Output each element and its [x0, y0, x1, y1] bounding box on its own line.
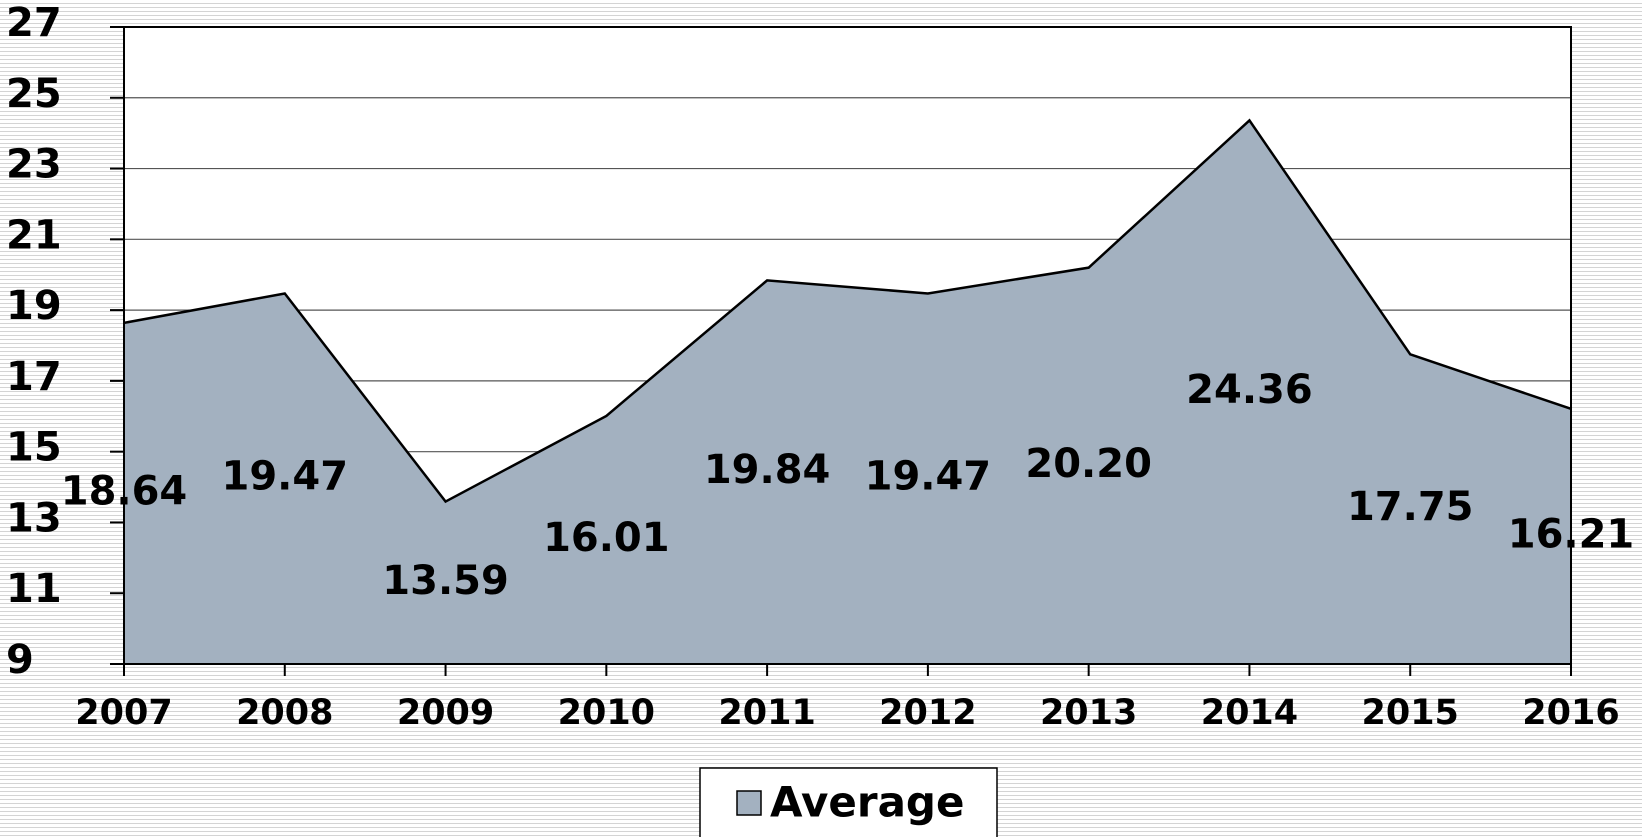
y-tick-label: 15 — [6, 425, 62, 471]
x-tick-label: 2014 — [1201, 693, 1298, 733]
legend-swatch — [736, 790, 762, 816]
x-tick-label: 2013 — [1040, 693, 1137, 733]
plot-border — [123, 26, 1572, 665]
y-tick-label: 21 — [6, 212, 62, 258]
data-label: 20.20 — [1025, 441, 1152, 487]
y-tick-label: 13 — [6, 495, 62, 541]
data-label: 19.47 — [222, 454, 349, 500]
area-line — [123, 118, 1572, 504]
data-label: 19.84 — [704, 447, 831, 493]
y-tick-label: 25 — [6, 71, 62, 117]
y-tick-label: 19 — [6, 283, 62, 329]
x-tick-label: 2015 — [1362, 693, 1459, 733]
x-tick-label: 2012 — [879, 693, 976, 733]
y-tick-label: 9 — [6, 637, 34, 683]
data-label: 16.01 — [543, 515, 670, 561]
area — [124, 120, 1571, 665]
y-tick-label: 23 — [6, 142, 62, 188]
x-tick-label: 2007 — [75, 693, 172, 733]
x-tick-label: 2009 — [397, 693, 494, 733]
data-label: 17.75 — [1347, 484, 1474, 530]
data-label: 19.47 — [865, 454, 992, 500]
y-tick-label: 11 — [6, 566, 62, 612]
data-label: 24.36 — [1186, 367, 1313, 413]
data-label: 13.59 — [382, 558, 509, 604]
legend-label: Average — [770, 778, 964, 827]
x-tick-label: 2016 — [1522, 693, 1619, 733]
x-tick-label: 2011 — [718, 693, 815, 733]
y-tick-label: 27 — [6, 0, 62, 46]
y-tick-label: 17 — [6, 354, 62, 400]
x-tick-label: 2010 — [558, 693, 655, 733]
x-tick-label: 2008 — [236, 693, 333, 733]
